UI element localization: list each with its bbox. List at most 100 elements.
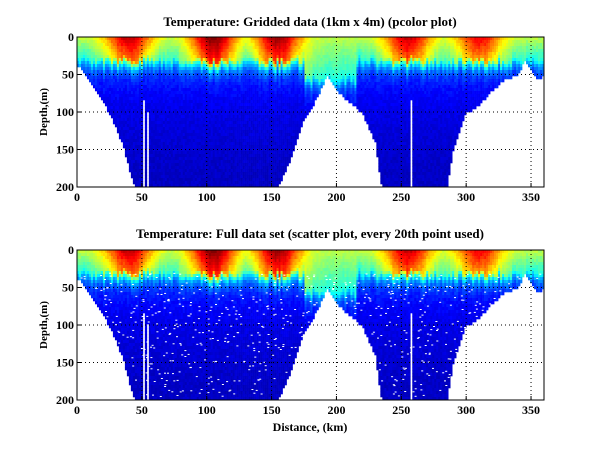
pcolor-cell [134,142,138,146]
pcolor-cell [228,82,231,86]
pcolor-cell [312,103,315,107]
pcolor-cell [222,163,225,167]
pcolor-cell [218,106,221,110]
pcolor-cell [182,139,186,143]
pcolor-cell [236,103,239,107]
pcolor-cell [160,178,164,182]
pcolor-cell [192,139,196,143]
pcolor-cell [212,130,216,134]
pcolor-cell [178,136,182,140]
pcolor-cell [148,118,152,122]
pcolor-cell [124,73,128,77]
pcolor-cell [178,109,182,113]
pcolor-cell [250,43,253,47]
pcolor-cell [136,172,140,176]
pcolor-cell [144,163,148,167]
pcolor-cell [306,40,309,44]
pcolor-cell [146,76,150,80]
pcolor-cell [290,43,293,47]
pcolor-cell [242,175,245,179]
pcolor-cell [256,61,259,65]
pcolor-cell [140,67,144,71]
pcolor-cell [168,118,172,122]
pcolor-cell [90,67,94,71]
pcolor-cell [148,58,152,62]
pcolor-cell [260,127,263,131]
pcolor-cell [202,139,206,143]
pcolor-cell [160,151,164,155]
pcolor-cell [232,37,235,41]
pcolor-cell [248,37,251,41]
pcolor-cell [146,91,150,95]
pcolor-cell [274,43,277,47]
pcolor-cell [220,52,223,56]
pcolor-cell [77,37,80,41]
pcolor-cell [280,82,283,86]
pcolor-cell [156,130,160,134]
pcolor-cell [206,109,210,113]
pcolor-cell [198,118,202,122]
pcolor-cell [172,79,176,83]
pcolor-cell [172,88,176,92]
pcolor-cell [196,184,200,188]
pcolor-cell [88,79,92,83]
pcolor-cell [272,37,275,41]
pcolor-cell [124,67,128,71]
pcolor-cell [226,82,229,86]
pcolor-cell [128,49,132,53]
pcolor-cell [286,82,289,86]
pcolor-cell [286,97,289,101]
pcolor-cell [132,163,136,167]
pcolor-cell [290,46,293,50]
pcolor-cell [220,40,223,44]
pcolor-cell [268,136,271,140]
pcolor-cell [186,55,190,59]
pcolor-cell [194,94,198,98]
pcolor-cell [244,94,247,98]
pcolor-cell [114,76,118,80]
pcolor-cell [122,103,126,107]
pcolor-cell [152,67,156,71]
pcolor-cell [214,100,218,104]
pcolor-cell [320,76,323,80]
pcolor-cell [106,94,110,98]
pcolor-cell [136,61,140,65]
pcolor-cell [112,73,116,77]
pcolor-cell [274,109,277,113]
pcolor-cell [268,133,271,137]
pcolor-cell [196,67,200,71]
pcolor-cell [268,172,271,176]
pcolor-cell [134,163,138,167]
pcolor-cell [120,91,124,95]
pcolor-cell [290,145,293,149]
pcolor-cell [206,52,210,56]
pcolor-cell [290,64,293,68]
pcolor-cell [120,136,124,140]
pcolor-cell [298,121,301,125]
pcolor-cell [232,64,235,68]
pcolor-cell [196,160,200,164]
pcolor-cell [194,40,198,44]
pcolor-cell [112,109,116,113]
pcolor-cell [176,40,180,44]
pcolor-cell [134,88,138,92]
pcolor-cell [162,109,166,113]
pcolor-cell [158,109,162,113]
pcolor-cell [140,109,144,113]
pcolor-cell [80,58,84,62]
pcolor-cell [238,151,241,155]
pcolor-cell [210,73,214,77]
pcolor-cell [274,151,277,155]
pcolor-cell [250,91,253,95]
pcolor-cell [248,169,251,173]
pcolor-cell [118,43,122,47]
pcolor-cell [230,181,233,185]
pcolor-cell [288,106,291,110]
pcolor-cell [258,172,261,176]
pcolor-cell [272,178,275,182]
pcolor-cell [198,88,202,92]
pcolor-cell [226,118,229,122]
pcolor-cell [200,64,204,68]
pcolor-cell [272,94,275,98]
pcolor-cell [140,121,144,125]
